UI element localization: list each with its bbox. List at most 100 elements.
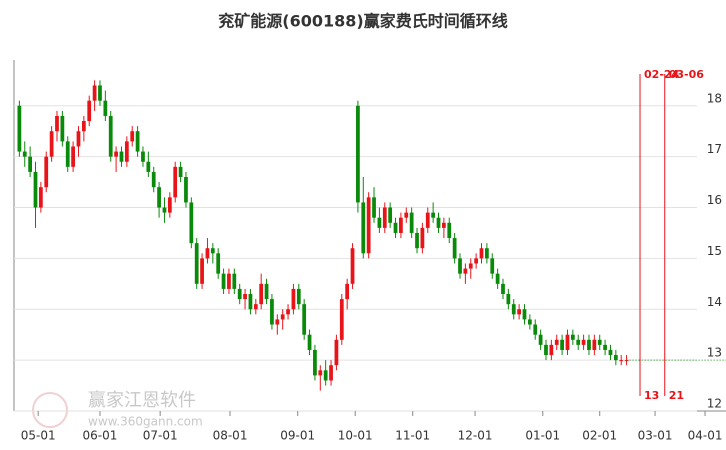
- y-tick-label: 17: [707, 142, 722, 156]
- x-tick-label: 12-01: [458, 429, 493, 443]
- candle-body: [490, 258, 495, 274]
- candle-body: [619, 360, 624, 362]
- candle-body: [296, 288, 301, 305]
- candle-body: [549, 344, 554, 356]
- candle-body: [28, 156, 33, 172]
- candle-body: [592, 339, 597, 350]
- candle-body: [124, 141, 129, 162]
- candle-body: [135, 131, 140, 152]
- y-tick-label: 12: [707, 397, 722, 411]
- candle-body: [517, 309, 521, 315]
- candle-body: [560, 339, 564, 350]
- candle-body: [581, 339, 586, 345]
- candle-body: [44, 156, 49, 188]
- candle-body: [307, 334, 312, 350]
- candle-body: [108, 115, 113, 157]
- candle-body: [436, 217, 441, 228]
- candle-body: [350, 248, 355, 284]
- candle-body: [302, 304, 307, 335]
- candle-body: [393, 222, 398, 233]
- candle-body: [570, 334, 575, 340]
- candle-body: [608, 349, 613, 356]
- candle-body: [533, 324, 538, 335]
- candle-body: [334, 339, 339, 366]
- candle-body: [613, 355, 618, 361]
- candle-body: [200, 258, 204, 284]
- chart-title: 兖矿能源(600188)赢家费氏时间循环线: [218, 12, 507, 31]
- candle-body: [189, 202, 194, 244]
- candle-body: [227, 273, 231, 289]
- candle-body: [495, 273, 500, 284]
- y-tick-label: 18: [707, 91, 722, 105]
- candle-body: [92, 85, 97, 101]
- candle-body: [329, 365, 333, 381]
- candle-body: [388, 207, 393, 223]
- candle-body: [184, 177, 188, 203]
- candle-body: [356, 105, 360, 203]
- candle-body: [447, 222, 452, 239]
- x-tick-label: 07-01: [143, 429, 178, 443]
- watermark-name: 赢家江恩软件: [88, 389, 196, 411]
- candle-body: [103, 100, 108, 116]
- candle-body: [280, 314, 285, 320]
- cycle-date: 03-06: [669, 68, 705, 81]
- candle-body: [141, 151, 145, 162]
- candle-body: [98, 85, 102, 101]
- candle-body: [474, 258, 479, 264]
- candle-body: [237, 288, 242, 300]
- candle-body: [603, 344, 607, 350]
- candle-body: [210, 248, 215, 254]
- candle-body: [248, 294, 253, 310]
- candle-body: [522, 309, 527, 320]
- x-tick-label: 01-01: [525, 429, 560, 443]
- candle-body: [318, 370, 323, 376]
- candle-body: [479, 248, 484, 259]
- candle-body: [22, 151, 27, 157]
- candle-body: [275, 319, 280, 325]
- candle-body: [55, 115, 59, 132]
- x-tick-label: 06-01: [83, 429, 118, 443]
- candle-body: [205, 248, 210, 259]
- candle-body: [538, 334, 543, 345]
- y-tick-label: 13: [707, 346, 722, 360]
- candle-body: [232, 273, 237, 289]
- candle-body: [49, 131, 54, 157]
- candle-body: [511, 304, 516, 315]
- candle-body: [404, 212, 409, 218]
- watermark-logo: [32, 392, 68, 428]
- candle-body: [484, 248, 489, 259]
- y-tick-label: 16: [707, 193, 722, 207]
- candle-body: [216, 253, 221, 274]
- candle-body: [162, 207, 167, 213]
- watermark-url: www.360gann.com: [88, 415, 203, 429]
- candle-body: [501, 283, 505, 294]
- candle-body: [576, 339, 581, 345]
- cycle-date: 02-24: [644, 68, 680, 81]
- candle-body: [431, 212, 436, 218]
- x-tick-label: 04-01: [688, 429, 723, 443]
- candle-body: [243, 294, 247, 300]
- candle-body: [313, 349, 317, 376]
- candle-body: [253, 304, 258, 310]
- x-tick-label: 09-01: [280, 429, 315, 443]
- y-tick-label: 14: [707, 295, 722, 309]
- candle-body: [506, 294, 511, 305]
- candle-body: [442, 222, 446, 228]
- x-tick-label: 08-01: [213, 429, 248, 443]
- candle-body: [527, 319, 532, 325]
- candle-body: [76, 131, 81, 147]
- x-tick-label: 03-01: [638, 429, 673, 443]
- candle-body: [458, 258, 462, 274]
- x-tick-label: 05-01: [21, 429, 56, 443]
- candle-body: [71, 146, 75, 167]
- candle-body: [173, 166, 178, 198]
- candle-body: [270, 299, 274, 325]
- candle-body: [17, 105, 22, 152]
- candle-body: [291, 288, 296, 310]
- x-tick-label: 11-01: [395, 429, 430, 443]
- candle-body: [415, 232, 419, 249]
- x-tick-label: 10-01: [338, 429, 373, 443]
- candle-body: [194, 243, 199, 284]
- candle-body: [554, 339, 559, 345]
